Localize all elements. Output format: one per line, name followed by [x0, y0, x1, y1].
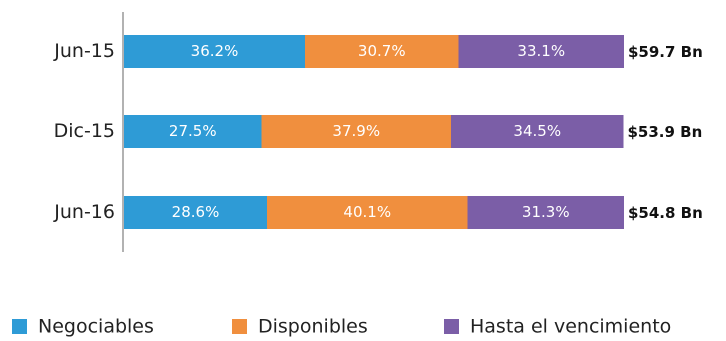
bar-segment	[467, 196, 624, 229]
bar-segment	[451, 115, 624, 148]
total-label: $53.9 Bn	[628, 123, 703, 141]
bar-segment	[305, 35, 459, 68]
value-label: 34.5%	[513, 122, 561, 140]
bar-segment	[124, 35, 305, 68]
bar-segment	[261, 115, 451, 148]
legend-label: Hasta el vencimiento	[470, 316, 671, 338]
bar-segment	[124, 196, 267, 229]
value-label: 33.1%	[517, 42, 565, 60]
category-label: Dic-15	[54, 120, 115, 142]
legend-swatch	[444, 319, 459, 334]
category-label: Jun-15	[53, 40, 115, 62]
value-label: 36.2%	[191, 42, 239, 60]
value-label: 31.3%	[522, 203, 570, 221]
total-label: $59.7 Bn	[628, 43, 703, 61]
value-label: 27.5%	[169, 122, 217, 140]
total-label: $54.8 Bn	[628, 204, 703, 222]
value-label: 40.1%	[343, 203, 391, 221]
value-label: 28.6%	[172, 203, 220, 221]
legend-label: Disponibles	[258, 316, 368, 338]
legend-swatch	[232, 319, 247, 334]
bar-segment	[458, 35, 624, 68]
legend-swatch	[12, 319, 27, 334]
value-label: 37.9%	[332, 122, 380, 140]
value-label: 30.7%	[358, 42, 406, 60]
bar-segment	[124, 115, 262, 148]
category-label: Jun-16	[53, 201, 115, 223]
legend-label: Negociables	[38, 316, 154, 338]
bar-segment	[267, 196, 468, 229]
